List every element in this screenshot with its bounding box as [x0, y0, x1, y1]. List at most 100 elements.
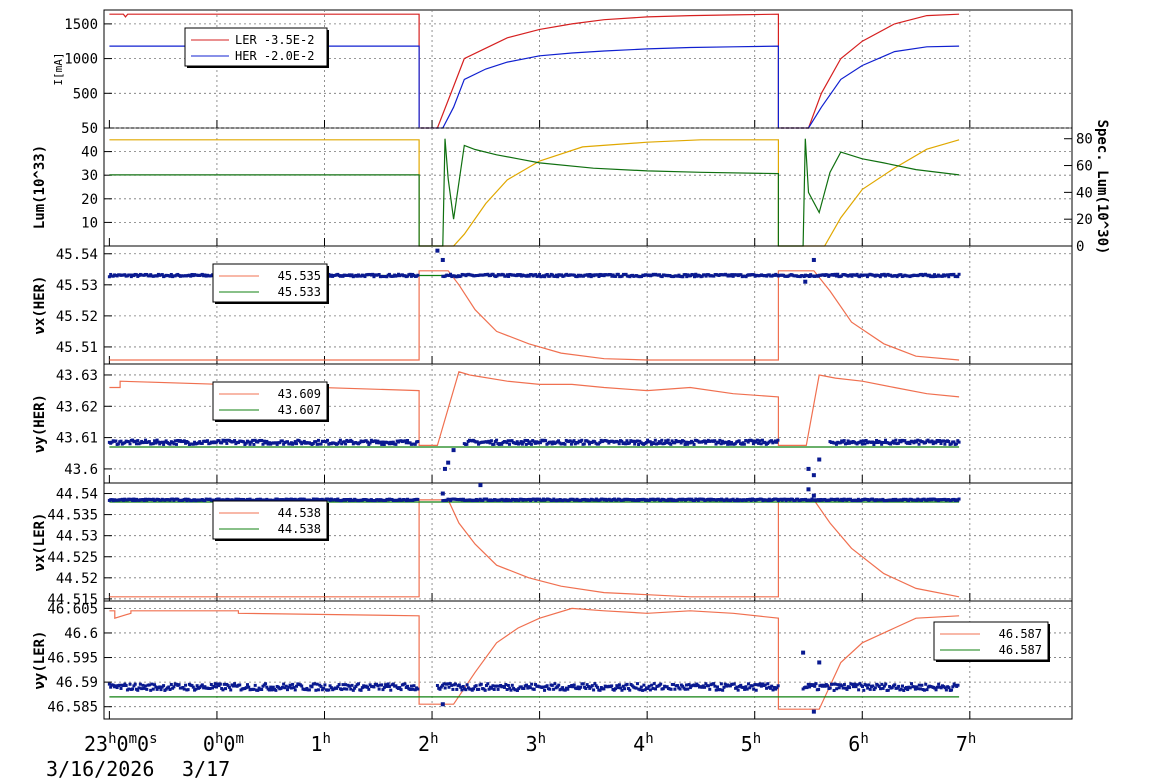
data-point — [871, 440, 875, 444]
data-point — [408, 687, 412, 691]
y-axis-label: νy(HER) — [32, 394, 48, 453]
data-point — [648, 688, 652, 692]
data-point — [169, 682, 173, 686]
data-point — [155, 274, 159, 278]
data-point — [376, 439, 380, 443]
data-point — [685, 683, 689, 687]
legend-label: 43.609 — [278, 387, 321, 401]
data-point — [607, 441, 611, 445]
data-point — [836, 683, 840, 687]
data-point — [688, 686, 692, 690]
data-point — [190, 684, 194, 688]
data-point — [442, 466, 447, 471]
data-point — [455, 687, 459, 691]
data-point — [660, 275, 664, 279]
data-point — [845, 687, 849, 691]
data-point — [882, 441, 886, 445]
data-point — [561, 686, 565, 690]
series-line — [109, 45, 960, 129]
data-point — [860, 442, 864, 446]
data-point — [652, 442, 656, 446]
data-point — [644, 440, 648, 444]
data-point — [614, 687, 618, 691]
data-point — [448, 682, 452, 686]
data-point — [598, 688, 602, 692]
data-point — [129, 275, 133, 279]
data-point — [459, 274, 463, 278]
data-point — [193, 440, 197, 444]
data-point — [329, 686, 333, 690]
data-point — [888, 684, 892, 688]
data-point — [440, 257, 445, 262]
data-point — [288, 683, 292, 687]
data-point — [548, 274, 552, 278]
y-tick-label: 1500 — [64, 17, 98, 33]
data-point — [200, 441, 204, 445]
data-point — [527, 441, 531, 445]
data-point — [893, 683, 897, 687]
data-point — [326, 438, 330, 442]
data-point — [543, 275, 547, 279]
data-point — [771, 688, 775, 692]
data-point — [184, 497, 188, 501]
data-point — [524, 683, 528, 687]
data-point — [510, 439, 514, 443]
data-point — [863, 442, 867, 446]
data-point — [704, 682, 708, 686]
data-point — [527, 274, 531, 278]
data-point — [256, 688, 260, 692]
data-point — [878, 275, 882, 279]
data-point — [576, 441, 580, 445]
data-point — [371, 272, 375, 276]
data-point — [585, 683, 589, 687]
data-point — [650, 683, 654, 687]
data-point — [208, 686, 212, 690]
data-point — [664, 439, 668, 443]
data-point — [855, 272, 859, 276]
data-point — [557, 683, 561, 687]
series-line — [109, 139, 960, 247]
data-point — [675, 684, 679, 688]
data-point — [651, 686, 655, 690]
data-point — [158, 685, 162, 689]
data-point — [391, 440, 395, 444]
data-point — [868, 687, 872, 691]
data-point — [386, 682, 390, 686]
data-point — [836, 272, 840, 276]
data-point — [408, 272, 412, 276]
data-point — [381, 688, 385, 692]
y-tick-label: 30 — [81, 168, 98, 184]
data-point — [293, 688, 297, 692]
data-point — [803, 279, 808, 284]
data-point — [841, 440, 845, 444]
data-point — [534, 683, 538, 687]
y-tick-label: 46.595 — [47, 651, 98, 667]
data-point — [745, 687, 749, 691]
data-point — [168, 687, 172, 691]
data-point — [563, 442, 567, 446]
data-point — [366, 440, 370, 444]
data-point — [637, 442, 641, 446]
data-point — [610, 684, 614, 688]
data-point — [954, 442, 958, 446]
data-point — [646, 438, 650, 442]
data-point — [658, 441, 662, 445]
data-point — [867, 683, 871, 687]
data-point — [249, 440, 253, 444]
data-point — [440, 491, 445, 496]
data-point — [380, 442, 384, 446]
data-point — [586, 440, 590, 444]
data-point — [522, 440, 526, 444]
x-tick-label: 0h0m — [203, 731, 244, 756]
data-point — [245, 683, 249, 687]
data-point — [164, 439, 168, 443]
data-point — [403, 682, 407, 686]
legend-label: HER -2.0E-2 — [235, 49, 314, 63]
data-point — [832, 688, 836, 692]
data-point — [389, 688, 393, 692]
data-point — [450, 683, 454, 687]
data-point — [335, 686, 339, 690]
data-point — [491, 272, 495, 276]
data-point — [681, 275, 685, 279]
data-point — [842, 439, 846, 443]
